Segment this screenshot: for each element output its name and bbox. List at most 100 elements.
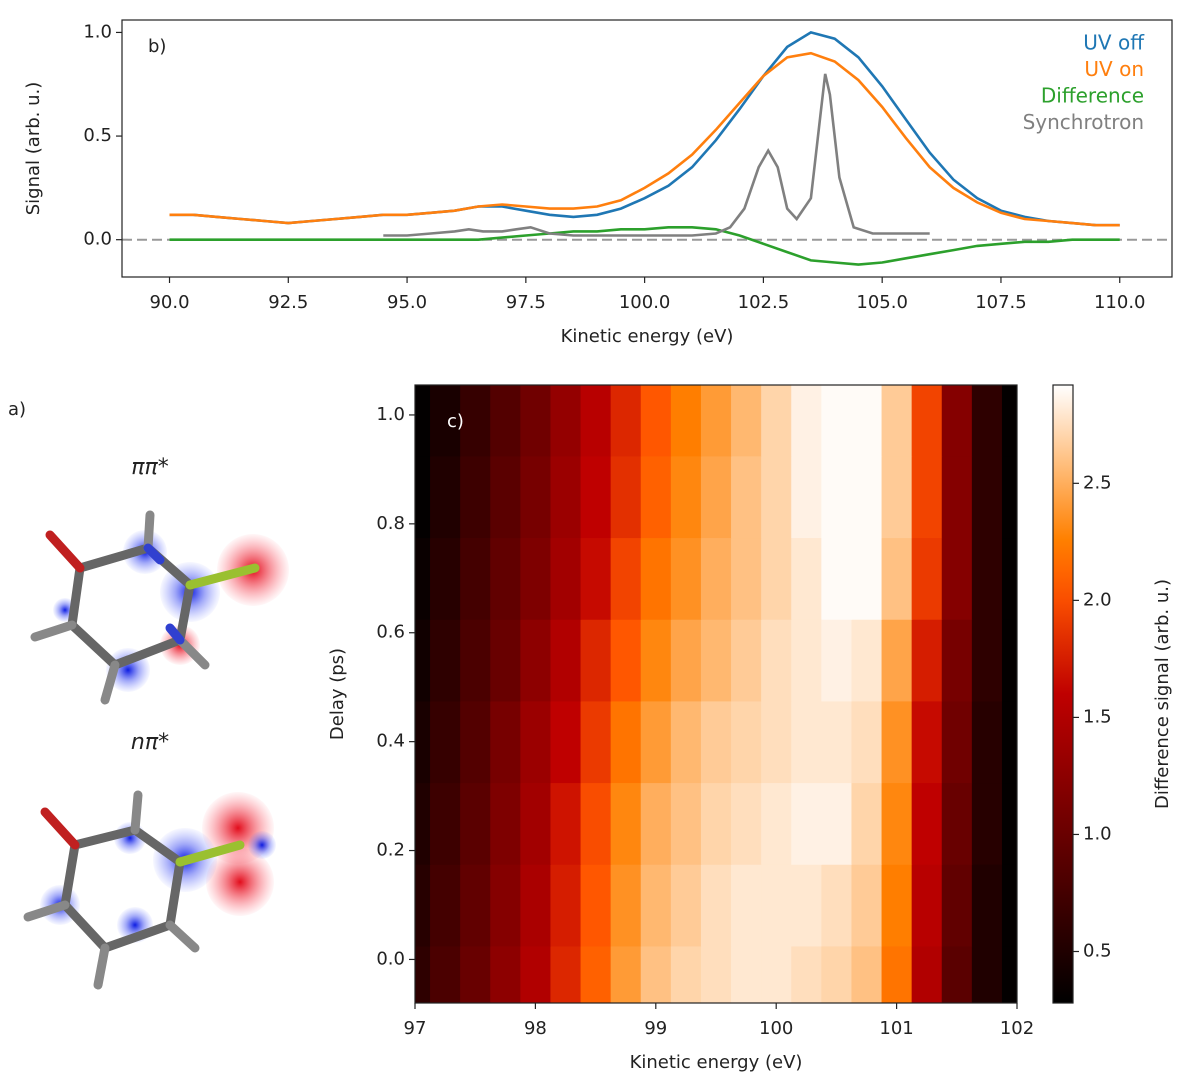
colorbar-tick-label: 1.5 bbox=[1083, 706, 1112, 727]
heatmap-cell bbox=[460, 700, 491, 784]
heatmap-cell bbox=[911, 945, 943, 1003]
heatmap-cell bbox=[731, 385, 762, 457]
heatmap-cell bbox=[640, 619, 672, 702]
heatmap-cell bbox=[851, 782, 883, 865]
heatmap-cell bbox=[550, 864, 582, 947]
heatmap-cell bbox=[430, 700, 461, 784]
heatmap-cell bbox=[1001, 619, 1017, 702]
heatmap-cell bbox=[490, 537, 521, 620]
heatmap-cell bbox=[415, 945, 431, 1003]
heatmap-cell bbox=[415, 455, 431, 539]
heatmap-cell bbox=[430, 864, 461, 947]
heatmap-cell bbox=[791, 455, 822, 539]
heatmap-cell bbox=[550, 782, 582, 865]
heatmap-cell bbox=[821, 782, 853, 865]
heatmap-cell bbox=[670, 700, 702, 784]
heatmap-cell bbox=[520, 700, 552, 784]
y-axis-label: Signal (arb. u.) bbox=[23, 82, 44, 216]
heatmap-cell bbox=[851, 619, 883, 702]
line-series bbox=[383, 73, 930, 237]
x-tick-label: 107.5 bbox=[975, 292, 1027, 313]
heatmap-cell bbox=[821, 945, 853, 1003]
heatmap-cell bbox=[761, 864, 792, 947]
heatmap-cell bbox=[550, 385, 582, 457]
heatmap-cell bbox=[1001, 782, 1017, 865]
colorbar-tick-label: 2.5 bbox=[1083, 472, 1112, 493]
colorbar bbox=[1052, 384, 1074, 1004]
x-axis-label: Kinetic energy (eV) bbox=[561, 326, 734, 347]
heatmap-cell bbox=[580, 700, 612, 784]
heatmap-cell bbox=[941, 537, 973, 620]
heatmap-cell bbox=[791, 945, 822, 1003]
heatmap-cell bbox=[821, 700, 853, 784]
state-label: nπ* bbox=[131, 730, 169, 755]
heatmap-cell bbox=[971, 782, 1003, 865]
heatmap-cell bbox=[550, 537, 582, 620]
line-series bbox=[169, 226, 1120, 266]
line-series bbox=[169, 51, 1120, 227]
heatmap-cell bbox=[851, 385, 883, 457]
heatmap-cell bbox=[415, 537, 431, 620]
heatmap-cell bbox=[580, 782, 612, 865]
x-tick-label: 102 bbox=[1000, 1018, 1034, 1039]
heatmap-cell bbox=[851, 864, 883, 947]
heatmap-cell bbox=[851, 537, 883, 620]
colorbar-tick-label: 1.0 bbox=[1083, 823, 1112, 844]
y-axis-label: Delay (ps) bbox=[327, 648, 348, 740]
heatmap-cell bbox=[460, 945, 491, 1003]
heatmap-cell bbox=[700, 700, 732, 784]
y-tick-label: 0.5 bbox=[83, 125, 112, 146]
heatmap-cell bbox=[731, 455, 762, 539]
heatmap-cell bbox=[520, 945, 552, 1003]
heatmap-cell bbox=[460, 455, 491, 539]
x-tick-label: 100 bbox=[759, 1018, 793, 1039]
heatmap-cell bbox=[550, 619, 582, 702]
heatmap-cell bbox=[460, 385, 491, 457]
x-tick-label: 98 bbox=[524, 1018, 547, 1039]
heatmap-cell bbox=[911, 700, 943, 784]
heatmap-cell bbox=[520, 619, 552, 702]
heatmap-cell bbox=[761, 455, 792, 539]
x-tick-label: 99 bbox=[644, 1018, 667, 1039]
heatmap-cell bbox=[941, 864, 973, 947]
y-tick-label: 0.4 bbox=[376, 731, 405, 752]
heatmap-cell bbox=[911, 619, 943, 702]
heatmap-cell bbox=[460, 864, 491, 947]
legend-entry: UV on bbox=[1084, 57, 1144, 81]
heatmap-cell bbox=[731, 782, 762, 865]
heatmap-cell bbox=[941, 700, 973, 784]
x-tick-label: 110.0 bbox=[1094, 292, 1146, 313]
heatmap-cell bbox=[700, 782, 732, 865]
heatmap-cell bbox=[971, 455, 1003, 539]
heatmap-cell bbox=[1001, 700, 1017, 784]
heatmap-cell bbox=[881, 619, 913, 702]
heatmap-cell bbox=[700, 537, 732, 620]
heatmap-cell bbox=[610, 455, 642, 539]
heatmap-cell bbox=[490, 455, 521, 539]
heatmap-cell bbox=[640, 537, 672, 620]
heatmap-cell bbox=[640, 455, 672, 539]
heatmap-cell bbox=[851, 945, 883, 1003]
heatmap-cell bbox=[490, 782, 521, 865]
x-tick-label: 100.0 bbox=[619, 292, 671, 313]
heatmap-cell bbox=[881, 864, 913, 947]
heatmap-cell bbox=[700, 864, 732, 947]
heatmap-cell bbox=[851, 700, 883, 784]
heatmap-cell bbox=[941, 385, 973, 457]
heatmap bbox=[415, 385, 1017, 1003]
x-tick-label: 97.5 bbox=[506, 292, 546, 313]
heatmap-cell bbox=[430, 619, 461, 702]
plot-frame bbox=[414, 384, 1018, 1004]
y-tick-label: 0.6 bbox=[376, 622, 405, 643]
heatmap-cell bbox=[1001, 864, 1017, 947]
heatmap-cell bbox=[821, 455, 853, 539]
heatmap-cell bbox=[640, 945, 672, 1003]
heatmap-cell bbox=[430, 537, 461, 620]
heatmap-cell bbox=[580, 385, 612, 457]
heatmap-cell bbox=[580, 537, 612, 620]
heatmap-cell bbox=[791, 619, 822, 702]
heatmap-cell bbox=[490, 619, 521, 702]
heatmap-cell bbox=[670, 782, 702, 865]
heatmap-cell bbox=[821, 864, 853, 947]
heatmap-cell bbox=[971, 945, 1003, 1003]
